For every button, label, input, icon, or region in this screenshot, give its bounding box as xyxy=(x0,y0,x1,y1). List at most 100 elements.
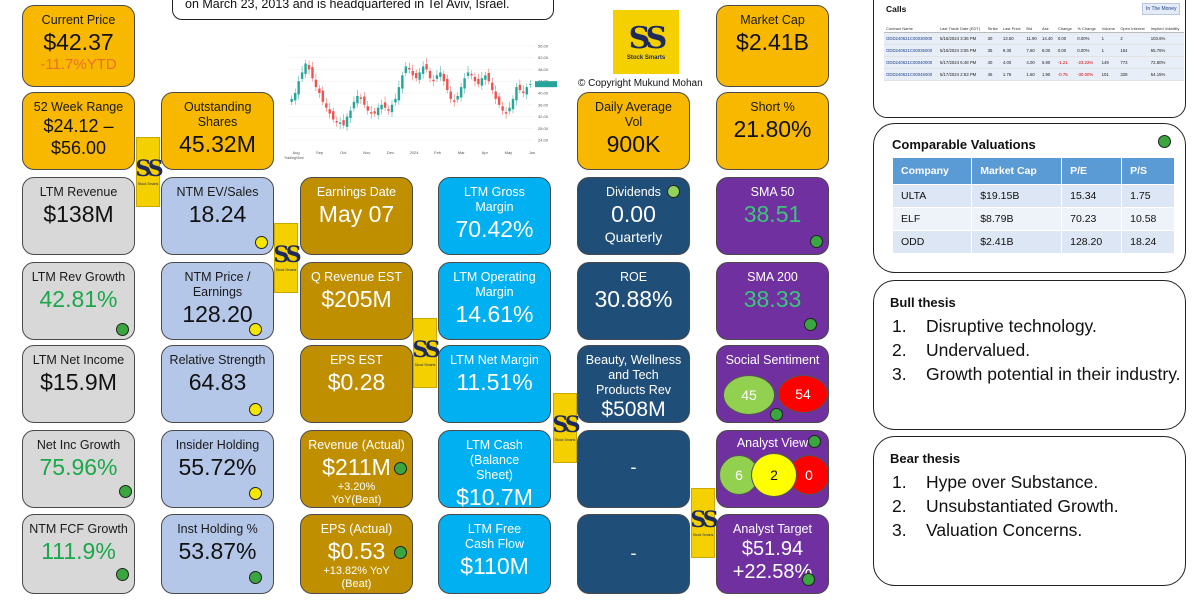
tile-label: LTM Operating Margin xyxy=(453,270,536,299)
current-price-tile: Current Price $42.37 -11.7%YTD xyxy=(22,5,135,87)
column-header: P/S xyxy=(1121,157,1175,185)
tile-label: Daily Average Vol xyxy=(595,100,672,129)
tile-value: 55.72% xyxy=(178,454,257,480)
candle-body xyxy=(342,120,345,126)
status-dot-icon xyxy=(249,571,262,584)
tile-value: 21.80% xyxy=(733,116,812,142)
table-cell: 328 xyxy=(1118,68,1149,81)
candle-body xyxy=(304,63,307,74)
candle-body xyxy=(449,91,452,99)
candle-body xyxy=(439,72,442,77)
table-cell: 5/15/2024 3:36 PM xyxy=(937,32,986,45)
candle-body xyxy=(414,72,418,79)
table-cell: 773 xyxy=(1118,56,1149,69)
table-cell: 0.00% xyxy=(1075,44,1100,57)
price-chart: cuttominastere@smart published on Tradin… xyxy=(282,26,564,160)
tile-value: $205M xyxy=(321,286,392,312)
table-cell: -23.22% xyxy=(1075,56,1100,69)
table-cell: 4.00 xyxy=(1024,56,1040,69)
table-row[interactable]: ODD240621C00030000 5/15/2024 3:36 PM 30 13.… xyxy=(884,32,1184,45)
contract-link[interactable]: ODD240621C00035000 xyxy=(884,44,938,57)
x-tick-label: Jun xyxy=(529,150,535,155)
tile-value: 111.9% xyxy=(41,538,116,564)
analyst-target-tile: Analyst Target $51.94 +22.58% xyxy=(716,514,829,594)
status-dot-icon xyxy=(1158,135,1171,148)
y-tick-label: 48.00 xyxy=(538,67,549,72)
stock-smarts-logo: SS Stock Smarts xyxy=(613,10,679,74)
column-header: Change xyxy=(1055,25,1076,33)
table-cell: ULTA xyxy=(891,184,973,208)
tile-label: 52 Week Range xyxy=(33,100,124,114)
candle-body xyxy=(404,66,408,73)
status-dot-icon xyxy=(119,485,132,498)
contract-link[interactable]: ODD240621C00045000 xyxy=(884,68,938,81)
last-price-marker xyxy=(535,81,557,88)
tile-value: 900K xyxy=(606,131,661,157)
tile-value: $10.7M xyxy=(456,484,533,508)
tile-label: NTM EV/Sales xyxy=(176,185,259,199)
tile-label: Short % xyxy=(750,100,795,114)
table-row[interactable]: ODD240621C00035000 5/15/2024 3:06 PM 35 9.3… xyxy=(884,44,1184,57)
ntm-fcf-growth-tile: NTM FCF Growth 111.9% xyxy=(22,514,135,594)
upside-value: +22.58% xyxy=(732,561,813,583)
contract-link[interactable]: ODD240621C00030000 xyxy=(884,32,938,45)
ltm-gross-margin-tile: LTM Gross Margin 70.42% xyxy=(438,177,551,255)
list-number: 2. xyxy=(892,340,907,360)
tile-value: 38.51 xyxy=(743,201,802,227)
eps-est-tile: EPS EST $0.28 xyxy=(300,345,413,423)
table-cell: -30.00% xyxy=(1075,68,1100,81)
tile-label: LTM Cash (Balance Sheet) xyxy=(466,438,523,482)
column-header: Company xyxy=(891,157,973,185)
candle-body xyxy=(508,107,511,112)
candle-body xyxy=(421,66,425,74)
status-dot-icon xyxy=(116,323,129,336)
calls-panel: Calls In The Money Contract Name Last Tra… xyxy=(873,0,1186,118)
table-cell: 1.60 xyxy=(1024,68,1040,81)
intro-box: on March 23, 2013 and is headquartered i… xyxy=(172,0,554,20)
column-header: Open Interest xyxy=(1118,25,1149,33)
candle-body xyxy=(487,72,490,82)
table-row[interactable]: ODD240621C00040000 5/17/2024 6:48 PM 40 4.0… xyxy=(884,56,1184,69)
tile-value: 18.24 xyxy=(188,201,247,227)
tile-label: LTM Revenue xyxy=(39,185,118,199)
contract-link[interactable]: ODD240621C00040000 xyxy=(884,56,938,69)
tile-label: Social Sentiment xyxy=(725,353,820,367)
candle-body xyxy=(359,97,363,99)
status-dot-icon xyxy=(249,323,262,336)
in-the-money-badge[interactable]: In The Money xyxy=(1142,3,1181,15)
candle-body xyxy=(356,95,359,104)
candle-body xyxy=(325,103,328,108)
tile-value: $211M xyxy=(322,454,391,480)
tile-label: SMA 50 xyxy=(750,185,795,199)
y-tick-label: 56.00 xyxy=(538,43,549,48)
table-cell: $19.15B xyxy=(971,184,1063,208)
tile-value: - xyxy=(630,543,637,563)
table-cell: 40 xyxy=(985,56,1001,69)
tile-label: LTM Free Cash Flow xyxy=(464,522,525,551)
negative-count: 54 xyxy=(795,386,811,402)
logo-label: Stock Smarts xyxy=(626,55,666,61)
table-cell: 1.75 xyxy=(1121,184,1175,208)
logo-mark: SS xyxy=(628,21,668,56)
status-dot-icon xyxy=(808,435,821,448)
calls-table: Contract Name Last Trade Date (EDT) Strike… xyxy=(884,25,1184,81)
candle-body xyxy=(428,70,432,79)
table-row[interactable]: ODD240621C00045000 5/17/2024 2:53 PM 45 1.7… xyxy=(884,68,1184,81)
blank-tile: - xyxy=(577,514,690,594)
candle-body xyxy=(318,88,321,93)
table-cell: 5/17/2024 6:48 PM xyxy=(937,56,986,69)
column-header: Bid xyxy=(1024,25,1040,33)
ltm-fcf-tile: LTM Free Cash Flow $110M xyxy=(438,514,551,594)
ntm-ev-sales-tile: NTM EV/Sales 18.24 xyxy=(161,177,274,255)
candle-body xyxy=(511,98,515,110)
candle-body xyxy=(380,104,383,110)
tile-label: Analyst Target xyxy=(733,522,812,536)
table-cell: 5/17/2024 2:53 PM xyxy=(937,68,986,81)
tile-value: 30.88% xyxy=(594,286,673,312)
table-cell: 149 xyxy=(1099,56,1119,69)
candle-body xyxy=(463,78,466,89)
tile-value: 128.20 xyxy=(182,301,253,327)
table-cell: 70.23 xyxy=(1061,207,1123,231)
candle-body xyxy=(373,111,376,114)
y-tick-label: 36.00 xyxy=(538,102,549,107)
